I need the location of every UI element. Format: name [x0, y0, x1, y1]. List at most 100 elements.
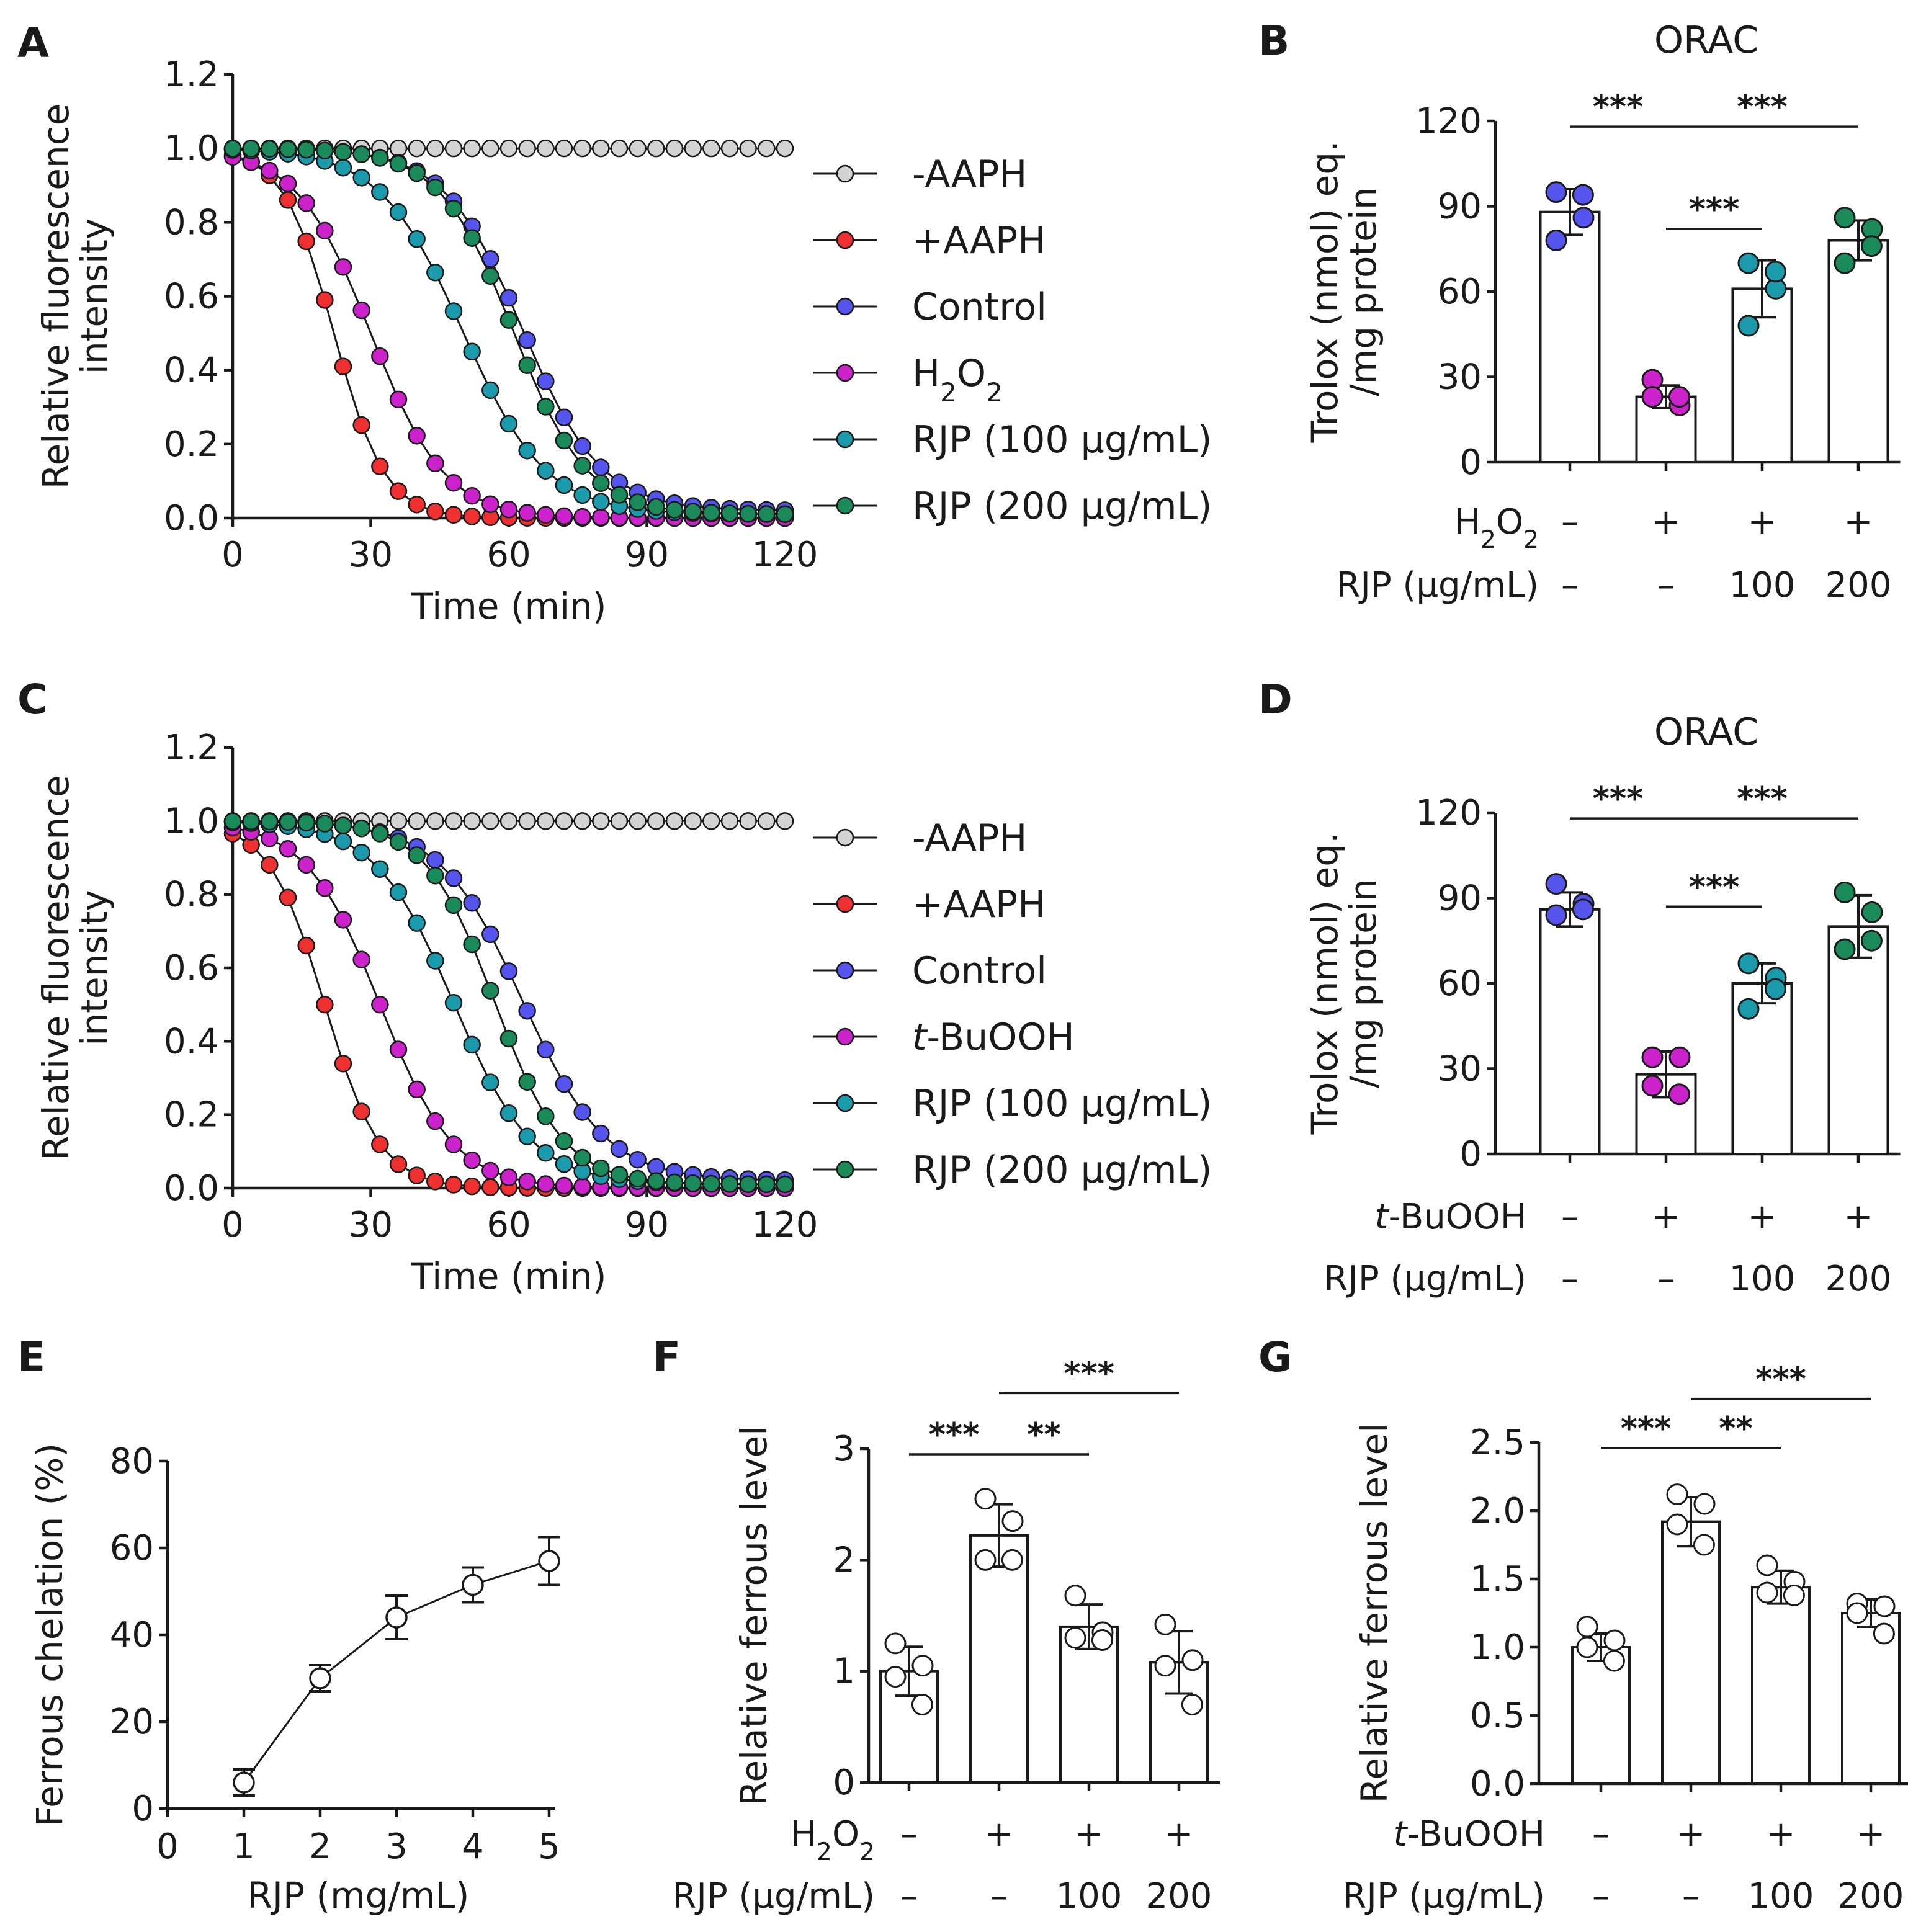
treatment-cell: –: [900, 1814, 918, 1854]
legend-marker: [836, 430, 854, 449]
legend-label: RJP (200 μg/mL): [912, 485, 1212, 528]
data-point: [371, 825, 389, 843]
treatment-cell: –: [1561, 1197, 1579, 1237]
data-point: [1873, 1622, 1895, 1645]
data-point: [739, 139, 757, 158]
data-point: [223, 812, 242, 830]
treatment-label-part: O: [1496, 502, 1523, 542]
data-point: [371, 1135, 389, 1153]
data-point: [316, 879, 334, 897]
data-point: [499, 311, 518, 329]
legend-marker: [836, 164, 854, 183]
bar: [1661, 1520, 1721, 1786]
legend-marker: [836, 961, 854, 980]
panel-d: 0 30 60 90 120 Trolox (nmol) eq./mg protein OR…: [1304, 710, 1901, 1299]
legend-label: -AAPH: [912, 816, 1027, 860]
data-point: [389, 1155, 408, 1173]
data-point: [408, 230, 426, 248]
data-point: [720, 139, 739, 158]
data-point: [518, 1002, 536, 1020]
data-point: [629, 1169, 647, 1188]
data-point: [279, 191, 297, 209]
y-axis-label: Relative fluorescence: [35, 104, 77, 490]
legend-label: H2O2: [912, 352, 1003, 408]
data-point: [444, 302, 463, 320]
data-point: [444, 1176, 463, 1194]
data-point: [518, 1127, 536, 1145]
data-point: [537, 398, 555, 416]
panel-e: 0 20 40 60 80 0 1 2 3 4 5 RJP (mg/mL) Ferrous chelat…: [29, 1441, 560, 1916]
legend-marker: [836, 1094, 854, 1112]
data-point: [665, 501, 684, 519]
data-point: [1860, 235, 1883, 257]
legend-label-part: Control: [912, 949, 1047, 993]
legend-label-part: +AAPH: [912, 219, 1046, 262]
series-line: [243, 1560, 550, 1783]
data-point: [537, 1143, 555, 1162]
data-point: [538, 1550, 560, 1572]
data-point: [499, 1168, 518, 1186]
data-point: [884, 1666, 907, 1688]
x-tick-label: 90: [625, 535, 669, 575]
legend-marker: [836, 496, 854, 515]
significance-stars: **: [1719, 1410, 1752, 1447]
x-tick-label: 4: [462, 1827, 484, 1867]
treatment-cell: +: [1677, 1814, 1706, 1854]
data-point: [352, 301, 370, 320]
chart-title: ORAC: [1654, 710, 1758, 754]
data-point: [1545, 230, 1567, 251]
x-tick-label: 0: [222, 535, 244, 575]
data-point: [371, 347, 389, 365]
treatment-cell: +: [1856, 1814, 1886, 1854]
data-point: [481, 1178, 499, 1196]
x-axis-label: Time (min): [410, 1255, 606, 1297]
panel-g: 0.0 0.5 1.0 1.5 2.0 2.5 Relative ferrous level…: [1343, 1361, 1908, 1916]
data-point: [389, 482, 408, 500]
legend-label-part: Control: [912, 285, 1047, 329]
y-axis-label: Trolox (nmol) eq.: [1304, 140, 1346, 443]
legend-label: -AAPH: [912, 153, 1027, 196]
y-tick-label: 0.8: [164, 202, 219, 243]
data-point: [316, 815, 334, 833]
data-point: [1545, 181, 1567, 203]
data-point: [647, 812, 665, 830]
data-point: [911, 1655, 934, 1677]
y-tick-label: 0: [1459, 442, 1482, 483]
data-point: [499, 1029, 518, 1048]
x-tick-label: 60: [486, 1205, 531, 1245]
data-point: [1641, 1075, 1664, 1097]
data-point: [1756, 1554, 1778, 1576]
legend-marker: [836, 1160, 854, 1179]
x-tick-label: 5: [538, 1827, 560, 1867]
legend-marker: [836, 828, 854, 847]
legend-label: RJP (100 μg/mL): [912, 1082, 1212, 1125]
data-point: [408, 427, 426, 445]
data-point: [444, 869, 463, 887]
data-point: [1603, 1629, 1626, 1652]
data-point: [463, 342, 481, 360]
treatment-label-part: O: [832, 1814, 859, 1854]
data-point: [1834, 881, 1856, 903]
data-point: [499, 962, 518, 980]
data-point: [1154, 1613, 1176, 1635]
y-tick-label: 0.6: [164, 277, 219, 317]
data-point: [1064, 1627, 1086, 1649]
treatment-cell: +: [1165, 1814, 1194, 1854]
legend-label-part: -BuOOH: [927, 1016, 1075, 1059]
data-point: [776, 1175, 794, 1194]
y-tick-label: 60: [1438, 964, 1482, 1004]
data-point: [316, 221, 334, 240]
data-point: [1834, 207, 1856, 229]
data-point: [573, 508, 591, 526]
data-point: [462, 1573, 484, 1596]
legend-label: +AAPH: [912, 219, 1046, 262]
data-point: [555, 476, 573, 494]
data-point: [758, 812, 776, 830]
data-point: [555, 408, 573, 426]
data-point: [758, 1175, 776, 1194]
data-point: [537, 812, 555, 830]
y-tick-label: 0.0: [164, 498, 219, 539]
data-point: [1668, 386, 1690, 408]
rjp-cell: 100: [1748, 1876, 1814, 1916]
data-point: [1737, 998, 1760, 1020]
